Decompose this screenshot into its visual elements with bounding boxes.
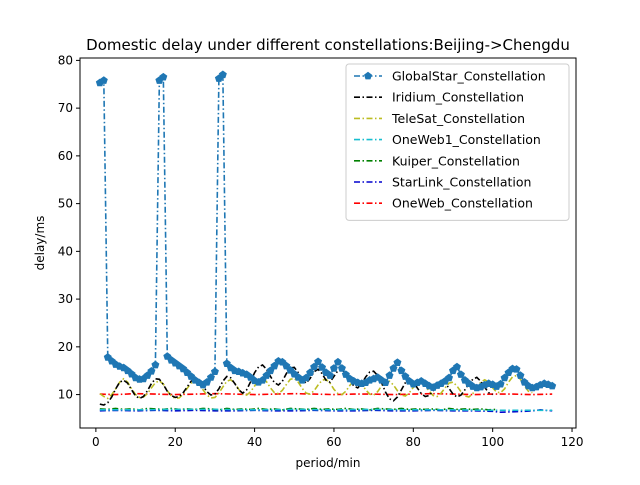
- data-point: [496, 379, 505, 388]
- data-point: [341, 370, 350, 378]
- series-starlink-constellation: [99, 409, 553, 414]
- data-point: [548, 381, 557, 390]
- data-point: [393, 358, 402, 366]
- legend-item-oneweb1-constellation: OneWeb1_Constellation: [354, 132, 541, 147]
- data-point: [456, 370, 465, 378]
- axes-frame: [79, 57, 577, 429]
- data-point: [151, 360, 160, 369]
- legend-label: Iridium_Constellation: [392, 90, 524, 105]
- x-axis-label: period/min: [296, 456, 361, 470]
- data-point: [325, 371, 334, 379]
- legend-item-oneweb-constellation: OneWeb_Constellation: [354, 196, 533, 211]
- series-line-oneweb1-constellation: [99, 408, 553, 412]
- series-globalstar-constellation: [95, 70, 557, 392]
- x-tick-label: 0: [92, 435, 100, 449]
- legend-label: StarLink_Constellation: [392, 175, 531, 190]
- legend-item-telesat-constellation: TeleSat_Constellation: [354, 111, 525, 126]
- series-telesat-constellation: [99, 374, 533, 400]
- x-tick-label: 80: [406, 435, 421, 449]
- y-tick-label: 60: [58, 149, 73, 163]
- data-point: [401, 372, 410, 380]
- series-iridium-constellation: [99, 364, 494, 406]
- data-point: [314, 357, 323, 366]
- legend-label: TeleSat_Constellation: [391, 111, 525, 126]
- legend-label: Kuiper_Constellation: [392, 153, 520, 168]
- legend-item-iridium-constellation: Iridium_Constellation: [354, 90, 524, 105]
- y-tick-label: 10: [58, 388, 73, 402]
- series-oneweb1-constellation: [99, 408, 553, 412]
- data-point: [318, 363, 327, 371]
- legend-marker: [364, 71, 372, 80]
- x-tick-label: 120: [561, 435, 584, 449]
- series-line-iridium-constellation: [99, 364, 494, 406]
- data-point: [329, 364, 338, 372]
- data-point: [147, 366, 156, 375]
- x-tick-label: 40: [247, 435, 262, 449]
- x-tick-label: 100: [481, 435, 504, 449]
- legend-item-kuiper-constellation: Kuiper_Constellation: [354, 153, 520, 168]
- data-point: [99, 76, 108, 84]
- data-point: [333, 357, 342, 366]
- data-point: [445, 373, 454, 382]
- legend-item-globalstar-constellation: GlobalStar_Constellation: [354, 69, 546, 84]
- y-tick-label: 40: [58, 244, 73, 258]
- data-point: [210, 367, 219, 376]
- data-point: [381, 378, 390, 387]
- legend-label: OneWeb1_Constellation: [392, 132, 541, 147]
- data-point: [282, 361, 291, 370]
- data-point: [222, 359, 231, 367]
- data-point: [385, 371, 394, 379]
- y-axis-label: delay/ms: [33, 216, 47, 271]
- ticks-layer: 0 20 40 60 80 100 120 10 20 30 40 50 60 70 80: [58, 53, 584, 449]
- data-point: [218, 70, 227, 79]
- legend-frame: [345, 63, 570, 221]
- x-tick-label: 20: [168, 435, 183, 449]
- y-tick-label: 80: [58, 53, 73, 67]
- y-tick-label: 70: [58, 101, 73, 115]
- legend-item-starlink-constellation: StarLink_Constellation: [354, 175, 531, 190]
- x-tick-label: 60: [326, 435, 341, 449]
- series-layer: [95, 70, 557, 414]
- series-oneweb-constellation: [99, 392, 553, 396]
- chart-title: Domestic delay under different constella…: [86, 36, 570, 54]
- data-point: [512, 365, 521, 373]
- series-line-oneweb-constellation: [99, 392, 553, 396]
- data-point: [206, 373, 215, 381]
- data-point: [389, 364, 398, 372]
- data-point: [397, 366, 406, 375]
- series-line-starlink-constellation: [99, 409, 553, 414]
- legend: GlobalStar_Constellation Iridium_Constell…: [345, 63, 570, 221]
- legend-label: GlobalStar_Constellation: [392, 69, 546, 84]
- data-point: [452, 362, 461, 371]
- data-point: [337, 364, 346, 372]
- y-tick-label: 20: [58, 340, 73, 354]
- data-point: [516, 371, 525, 379]
- data-point: [306, 368, 315, 377]
- y-tick-label: 50: [58, 197, 73, 211]
- y-tick-label: 30: [58, 292, 73, 306]
- series-line-telesat-constellation: [99, 374, 533, 400]
- data-point: [159, 72, 168, 81]
- legend-label: OneWeb_Constellation: [392, 196, 533, 211]
